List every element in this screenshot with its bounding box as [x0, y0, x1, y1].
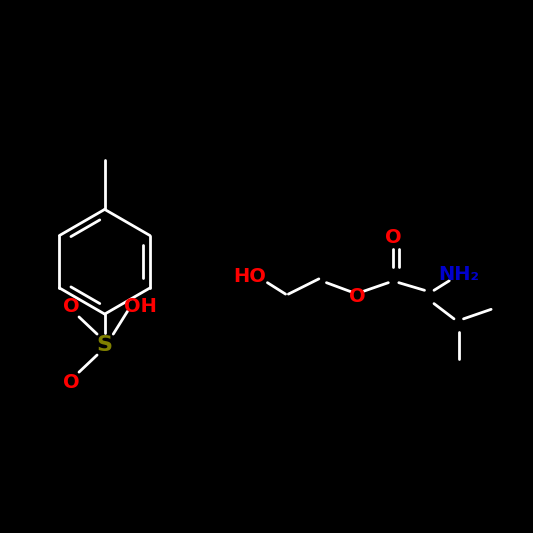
Text: HO: HO — [233, 266, 266, 286]
Text: O: O — [349, 287, 365, 306]
Text: O: O — [63, 297, 80, 316]
Text: O: O — [63, 373, 80, 392]
Text: O: O — [385, 229, 401, 247]
Text: NH₂: NH₂ — [438, 264, 479, 284]
Text: S: S — [96, 335, 112, 354]
Text: OH: OH — [124, 297, 157, 316]
